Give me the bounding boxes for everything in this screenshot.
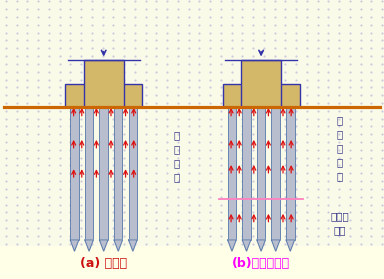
Polygon shape [228, 240, 236, 251]
Polygon shape [129, 240, 137, 251]
Bar [257, 84, 265, 240]
Polygon shape [114, 240, 122, 251]
Text: (b)端承摩擦桩: (b)端承摩擦桩 [232, 257, 290, 270]
Bar [286, 84, 295, 240]
Polygon shape [85, 240, 93, 251]
Text: 较坚硬
土层: 较坚硬 土层 [331, 211, 349, 235]
Polygon shape [271, 240, 280, 251]
Bar [114, 84, 122, 240]
Bar [223, 84, 300, 107]
Bar [65, 84, 142, 107]
Bar [271, 84, 280, 240]
Polygon shape [257, 240, 265, 251]
Bar [0, 246, 384, 279]
Text: 软
弱
土
层: 软 弱 土 层 [174, 130, 180, 182]
Text: 较
软
弱
土
层: 较 软 弱 土 层 [337, 115, 343, 181]
Bar [99, 84, 108, 240]
Polygon shape [286, 240, 295, 251]
Bar [85, 84, 93, 240]
Bar [129, 84, 137, 240]
Polygon shape [99, 240, 108, 251]
Polygon shape [242, 240, 251, 251]
Polygon shape [70, 240, 79, 251]
Bar [242, 84, 251, 240]
Bar [84, 60, 124, 107]
Text: (a) 摩擦桩: (a) 摩擦桩 [80, 257, 127, 270]
Bar [70, 84, 79, 240]
Bar [228, 84, 236, 240]
Bar [241, 60, 281, 107]
